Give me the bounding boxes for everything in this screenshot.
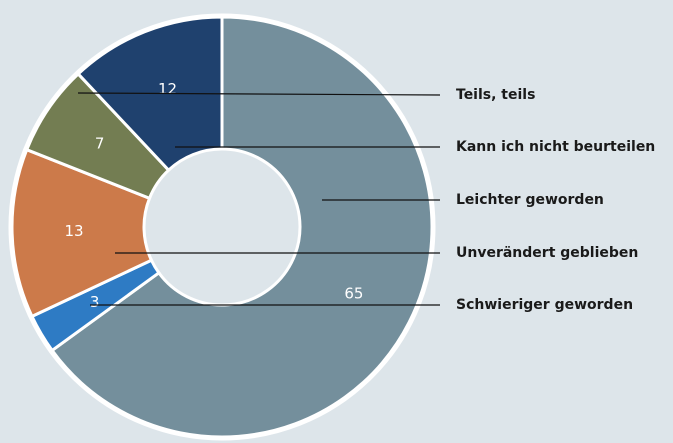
outer-ring: [8, 13, 436, 441]
legend-label: Unverändert geblieben: [456, 245, 638, 261]
slice: [10, 147, 154, 319]
legend-label: Teils, teils: [456, 87, 535, 103]
value-label: 7: [95, 134, 105, 152]
legend-label: Leichter geworden: [456, 192, 604, 208]
legend-label: Schwieriger geworden: [456, 297, 633, 313]
leader-line: [77, 92, 441, 96]
value-label: 3: [90, 293, 100, 311]
slice: [50, 15, 434, 439]
value-label: 65: [344, 285, 363, 303]
value-label: 12: [158, 80, 177, 98]
legend-label: Kann ich nicht beurteilen: [456, 139, 655, 155]
value-label: 13: [65, 222, 84, 240]
